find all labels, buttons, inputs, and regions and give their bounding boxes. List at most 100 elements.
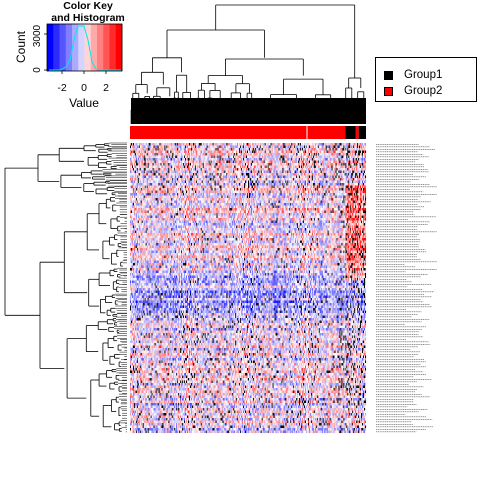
heatmap-cell xyxy=(131,150,133,154)
heatmap-cell xyxy=(137,153,139,156)
heatmap-cell xyxy=(229,155,231,159)
heatmap-cell xyxy=(338,168,340,171)
heatmap-cell xyxy=(278,173,280,176)
heatmap-cell xyxy=(171,165,173,169)
heatmap-cell xyxy=(247,150,249,154)
heatmap-cell xyxy=(257,143,259,146)
heatmap-cell xyxy=(229,153,231,156)
heatmap-cell xyxy=(306,173,308,176)
heatmap-cell xyxy=(154,163,156,166)
heatmap-cell xyxy=(217,155,219,159)
heatmap-cell xyxy=(287,178,289,181)
column-group-group1 xyxy=(345,126,356,139)
heatmap-cell xyxy=(280,170,282,174)
heatmap-cell xyxy=(199,168,201,171)
heatmap-cell xyxy=(317,170,319,174)
heatmap-cell xyxy=(216,153,218,156)
heatmap-cell xyxy=(259,173,261,176)
heatmap-cell xyxy=(174,163,176,166)
heatmap-cell xyxy=(244,145,246,149)
heatmap-cell xyxy=(172,143,174,146)
heatmap-cell xyxy=(230,165,232,169)
heatmap-cell xyxy=(201,165,203,169)
heatmap-cell xyxy=(294,175,296,179)
heatmap-cell xyxy=(239,173,241,176)
heatmap-cell xyxy=(200,158,202,161)
heatmap-cell xyxy=(177,143,179,146)
heatmap-cell xyxy=(308,178,310,181)
heatmap-cell xyxy=(336,155,338,159)
heatmap-cell xyxy=(179,143,181,146)
heatmap-cell xyxy=(187,150,189,154)
heatmap-cell xyxy=(211,155,213,159)
heatmap-cell xyxy=(360,148,362,151)
heatmap-cell xyxy=(313,170,315,174)
heatmap-cell xyxy=(175,170,177,174)
heatmap-cell xyxy=(169,180,171,184)
heatmap-cell xyxy=(212,160,214,164)
heatmap-cell xyxy=(250,150,252,154)
heatmap-cell xyxy=(327,145,329,149)
heatmap-cell xyxy=(178,168,180,171)
heatmap-cell xyxy=(335,180,337,184)
heatmap-cell xyxy=(251,178,253,181)
heatmap-cell xyxy=(248,180,250,184)
heatmap-cell xyxy=(163,143,165,146)
heatmap-cell xyxy=(231,145,233,149)
heatmap-cell xyxy=(265,168,267,171)
heatmap-cell xyxy=(154,155,156,159)
heatmap-cell xyxy=(287,170,289,174)
heatmap-cell xyxy=(325,153,327,156)
heatmap-cell xyxy=(232,163,234,166)
heatmap-cell xyxy=(276,168,278,171)
heatmap-cell xyxy=(195,180,197,184)
heatmap-cell xyxy=(365,165,367,169)
heatmap-cell xyxy=(284,143,286,146)
heatmap-cell xyxy=(216,168,218,171)
heatmap-cell xyxy=(348,150,350,154)
heatmap-cell xyxy=(225,165,227,169)
heatmap-cell xyxy=(195,170,197,174)
heatmap-cell xyxy=(224,148,226,151)
heatmap-cell xyxy=(130,168,132,171)
column-dendrogram xyxy=(130,4,366,124)
heatmap-cell xyxy=(137,145,139,149)
heatmap-cell xyxy=(245,143,247,146)
heatmap-cell xyxy=(169,163,171,166)
heatmap-cell xyxy=(221,168,223,171)
heatmap-cell xyxy=(296,178,298,181)
heatmap-cell xyxy=(171,150,173,154)
heatmap-cell xyxy=(189,153,192,156)
heatmap-cell xyxy=(162,183,164,186)
heatmap-cell xyxy=(189,180,192,184)
heatmap-cell xyxy=(200,165,202,169)
heatmap-cell xyxy=(260,168,262,171)
heatmap-cell xyxy=(282,173,284,176)
color-key-x-tick-3: 2 xyxy=(103,82,109,94)
heatmap-cell xyxy=(310,153,312,156)
heatmap-cell xyxy=(284,158,286,161)
heatmap-cell xyxy=(353,163,355,166)
heatmap-cell xyxy=(135,178,137,181)
heatmap-cell xyxy=(160,155,162,159)
heatmap-cell xyxy=(156,175,158,179)
heatmap-cell xyxy=(137,183,139,186)
heatmap-cell xyxy=(154,150,156,154)
heatmap-cell xyxy=(204,148,206,151)
heatmap-cell xyxy=(179,148,181,151)
heatmap-cell xyxy=(183,170,185,174)
heatmap-cell xyxy=(350,170,352,174)
heatmap-cell xyxy=(337,173,339,176)
heatmap-cell xyxy=(264,165,266,169)
heatmap-cell xyxy=(166,168,168,171)
heatmap-cell xyxy=(320,170,322,174)
heatmap-cell xyxy=(307,168,309,171)
heatmap-cell xyxy=(307,173,309,176)
heatmap-cell xyxy=(330,175,332,179)
heatmap-cell xyxy=(271,160,273,164)
heatmap-cell xyxy=(331,173,333,176)
heatmap-cell xyxy=(352,158,354,161)
heatmap-cell xyxy=(249,163,251,166)
heatmap-cell xyxy=(137,173,139,176)
heatmap-cell xyxy=(176,178,178,181)
